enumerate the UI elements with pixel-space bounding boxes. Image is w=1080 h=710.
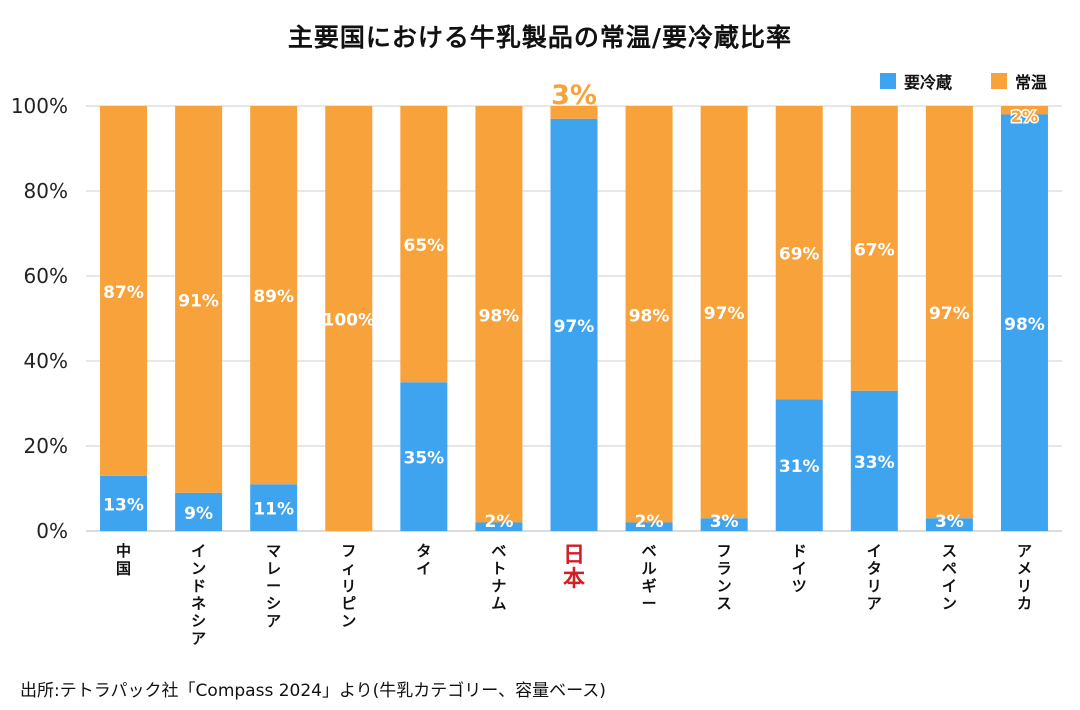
data-label-ambient: 89% (253, 287, 294, 307)
data-label-refrigerated: 98% (1004, 315, 1045, 335)
x-tick-label: ドイツ (792, 542, 807, 595)
data-label-ambient: 98% (479, 306, 520, 326)
data-label-ambient: 87% (103, 283, 144, 303)
y-axis: 0% 20% 40% 60% 80% 100% (11, 94, 68, 543)
data-label-ambient: 3% (551, 80, 597, 111)
y-tick-label: 100% (11, 94, 68, 118)
data-label-ambient: 2% (1011, 107, 1038, 126)
data-label-refrigerated: 13% (103, 495, 144, 515)
bar-ambient (1000, 106, 1048, 115)
data-label-refrigerated: 3% (935, 512, 964, 532)
x-tick-label: ベトナム (491, 542, 506, 613)
bar-ambient (100, 106, 148, 476)
bar-refrigerated (625, 522, 673, 531)
data-label-ambient: 65% (403, 236, 444, 256)
x-axis: 中国 インドネシア マレーシア フィリピン タイ ベトナム 日本 ベルギー フランス ドイツ イタリ… (116, 542, 1032, 648)
bar-ambient (475, 106, 523, 523)
bars (100, 106, 1048, 531)
legend-label-ambient: 常温 (1015, 73, 1047, 92)
data-label-ambient: 67% (854, 240, 895, 260)
bar-refrigerated (100, 475, 148, 531)
x-tick-label: アメリカ (1017, 542, 1032, 613)
data-labels: 13% 87% 9% 91% 11% 89% 100% 35% 65% 2% 98% 97% 3% 2% 9… (103, 80, 1045, 532)
data-label-refrigerated: 33% (854, 453, 895, 473)
bar-ambient (400, 106, 448, 383)
y-tick-label: 60% (24, 264, 68, 288)
legend: 要冷蔵 常温 (880, 73, 1047, 92)
stacked-bar-chart: 0% 20% 40% 60% 80% 100% 13% 87% 9% 91% 11% 89% 100%… (11, 73, 1062, 648)
data-label-ambient: 97% (704, 304, 745, 324)
bar-ambient (925, 106, 973, 519)
x-tick-label: フランス (717, 542, 732, 613)
data-label-refrigerated: 97% (554, 317, 595, 337)
bar-ambient (625, 106, 673, 523)
bar-ambient (175, 106, 223, 493)
y-tick-label: 80% (24, 179, 68, 203)
y-tick-label: 40% (24, 349, 68, 373)
bar-refrigerated (400, 382, 448, 531)
data-label-ambient: 91% (178, 291, 219, 311)
x-tick-label: タイ (416, 542, 431, 578)
data-label-ambient: 100% (323, 311, 376, 331)
x-tick-label: スペイン (942, 542, 957, 613)
bar-refrigerated (475, 522, 523, 531)
x-tick-label: インドネシア (191, 542, 206, 648)
legend-swatch-ambient (991, 73, 1007, 89)
data-label-refrigerated: 31% (779, 457, 820, 477)
x-tick-label: フィリピン (341, 542, 356, 630)
data-label-refrigerated: 2% (484, 512, 513, 532)
x-tick-label: マレーシア (266, 542, 281, 630)
chart-title: 主要国における牛乳製品の常温/要冷蔵比率 (287, 23, 793, 52)
bar-ambient (550, 106, 598, 119)
bar-refrigerated (250, 484, 298, 531)
data-label-refrigerated: 9% (184, 504, 213, 524)
data-label-ambient: 69% (779, 245, 820, 265)
data-label-ambient: 97% (929, 304, 970, 324)
data-label-ambient: 98% (629, 306, 670, 326)
bar-ambient (850, 106, 898, 391)
bar-ambient (250, 106, 298, 485)
bar-ambient (775, 106, 823, 400)
bar-ambient (325, 106, 373, 531)
data-label-refrigerated: 3% (710, 512, 739, 532)
bar-refrigerated (1000, 114, 1048, 531)
data-label-refrigerated: 35% (403, 449, 444, 469)
y-tick-label: 0% (36, 519, 68, 543)
bar-refrigerated (925, 518, 973, 531)
bar-refrigerated (775, 399, 823, 531)
bar-ambient (700, 106, 748, 519)
legend-label-refrigerated: 要冷蔵 (904, 73, 952, 92)
source-note: 出所:テトラパック社「Compass 2024」より(牛乳カテゴリー、容量ベース… (20, 681, 606, 701)
data-label-refrigerated: 11% (253, 500, 294, 520)
x-tick-label: 中国 (116, 542, 131, 578)
x-tick-label: イタリア (867, 542, 882, 613)
legend-swatch-refrigerated (880, 73, 896, 89)
bar-refrigerated (850, 390, 898, 531)
data-label-refrigerated: 2% (635, 512, 664, 532)
y-tick-label: 20% (24, 434, 68, 458)
x-tick-label: 日本 (563, 543, 585, 592)
x-tick-label: ベルギー (642, 542, 657, 613)
bar-refrigerated (700, 518, 748, 531)
bar-refrigerated (175, 492, 223, 531)
bar-refrigerated (550, 118, 598, 531)
